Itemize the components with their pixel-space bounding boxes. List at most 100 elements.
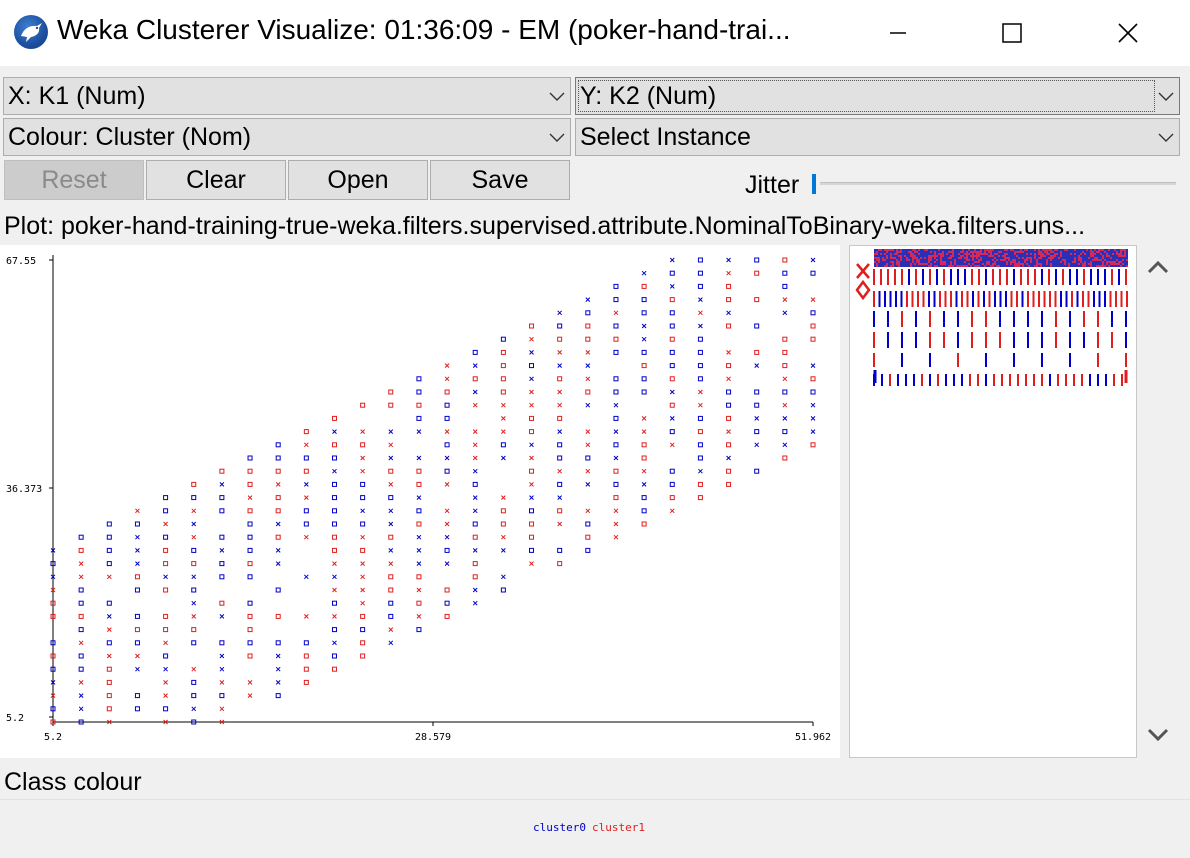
data-point <box>331 495 337 501</box>
chevron-down-icon <box>549 92 565 101</box>
data-point <box>585 534 591 540</box>
data-point <box>726 257 731 263</box>
data-point <box>585 402 591 408</box>
chevron-down-icon <box>549 133 565 142</box>
y-axis-select[interactable]: Y: K2 (Num) <box>575 77 1180 115</box>
reset-button[interactable]: Reset <box>4 160 144 200</box>
data-point <box>669 323 675 329</box>
data-point <box>106 653 112 659</box>
data-point <box>416 627 422 633</box>
data-point <box>698 402 703 408</box>
data-point <box>698 468 703 474</box>
data-point <box>810 389 816 395</box>
x-axis-select[interactable]: X: K1 (Num) <box>3 77 571 115</box>
minimize-button[interactable] <box>840 0 956 66</box>
data-point <box>782 310 788 316</box>
data-point <box>360 587 365 593</box>
data-point <box>641 482 647 487</box>
data-point <box>641 349 647 355</box>
data-point <box>585 310 591 316</box>
data-point <box>697 455 703 461</box>
data-point <box>303 614 309 619</box>
data-point <box>472 548 478 553</box>
data-point <box>360 561 365 566</box>
attribute-panel-scrollbar[interactable] <box>1137 245 1178 758</box>
data-point <box>585 468 591 474</box>
data-point <box>134 706 140 712</box>
legend-cluster1[interactable]: cluster1 <box>591 821 645 834</box>
data-point <box>444 415 450 421</box>
data-point <box>557 468 563 474</box>
data-point <box>754 270 760 276</box>
colour-select[interactable]: Colour: Cluster (Nom) <box>3 118 571 156</box>
data-point <box>331 508 337 514</box>
save-button[interactable]: Save <box>430 160 570 200</box>
data-point <box>275 653 281 659</box>
data-point <box>191 574 197 580</box>
data-point <box>501 548 506 553</box>
data-point <box>613 349 619 355</box>
data-point <box>388 534 394 540</box>
plot-title: Plot: poker-hand-training-true-weka.filt… <box>4 212 1086 240</box>
scatter-plot-area[interactable]: 67.55 36.373 5.2 5.2 28.579 51.962 <box>0 245 840 758</box>
data-point <box>726 376 731 382</box>
close-button[interactable] <box>1070 0 1186 66</box>
attribute-bar-row <box>873 370 1128 383</box>
legend-cluster0[interactable]: cluster0 <box>533 821 586 834</box>
data-point <box>669 336 675 342</box>
data-point <box>219 693 225 699</box>
data-point <box>557 363 563 368</box>
data-point <box>726 442 732 448</box>
attribute-bars-panel[interactable] <box>849 245 1137 758</box>
chevron-down-icon <box>1158 92 1174 101</box>
select-instance-select[interactable]: Select Instance <box>575 118 1180 156</box>
jitter-slider-track[interactable] <box>820 182 1176 185</box>
data-point <box>416 561 422 566</box>
attribute-bar-row <box>873 332 1127 348</box>
data-point <box>388 455 394 461</box>
data-point <box>360 508 365 514</box>
data-point <box>163 666 168 672</box>
data-point <box>219 600 225 606</box>
data-point <box>529 508 535 514</box>
data-point <box>613 495 619 501</box>
data-point <box>135 666 140 672</box>
data-point <box>726 468 732 474</box>
data-point <box>782 270 788 276</box>
data-point <box>529 429 535 435</box>
data-point <box>726 415 732 421</box>
data-point <box>557 376 563 382</box>
scroll-up-button[interactable] <box>1137 247 1178 287</box>
data-point <box>810 363 816 368</box>
data-point <box>726 363 732 369</box>
data-point <box>444 482 450 487</box>
jitter-slider-thumb[interactable] <box>812 174 816 194</box>
data-point <box>754 402 760 408</box>
data-point <box>303 482 309 487</box>
data-point <box>810 270 816 276</box>
data-point <box>163 587 169 593</box>
data-point <box>782 376 788 382</box>
scatter-plot[interactable]: 67.55 36.373 5.2 5.2 28.579 51.962 <box>0 245 840 758</box>
data-point <box>360 574 365 580</box>
close-icon <box>1118 23 1138 43</box>
data-point <box>247 521 253 527</box>
open-button[interactable]: Open <box>288 160 428 200</box>
data-point <box>219 574 225 580</box>
maximize-button[interactable] <box>954 0 1070 66</box>
scroll-down-button[interactable] <box>1137 715 1178 755</box>
clear-button[interactable]: Clear <box>146 160 286 200</box>
data-point <box>500 336 506 342</box>
data-point <box>360 468 365 474</box>
data-point <box>416 376 422 382</box>
data-point <box>669 389 675 395</box>
data-point <box>697 336 703 342</box>
data-point <box>332 561 337 566</box>
data-point <box>331 627 337 633</box>
data-point <box>134 627 140 633</box>
data-point <box>810 323 816 329</box>
data-point <box>754 363 760 368</box>
data-point <box>106 693 112 699</box>
attribute-bars[interactable] <box>850 246 1136 757</box>
data-point <box>388 574 394 580</box>
